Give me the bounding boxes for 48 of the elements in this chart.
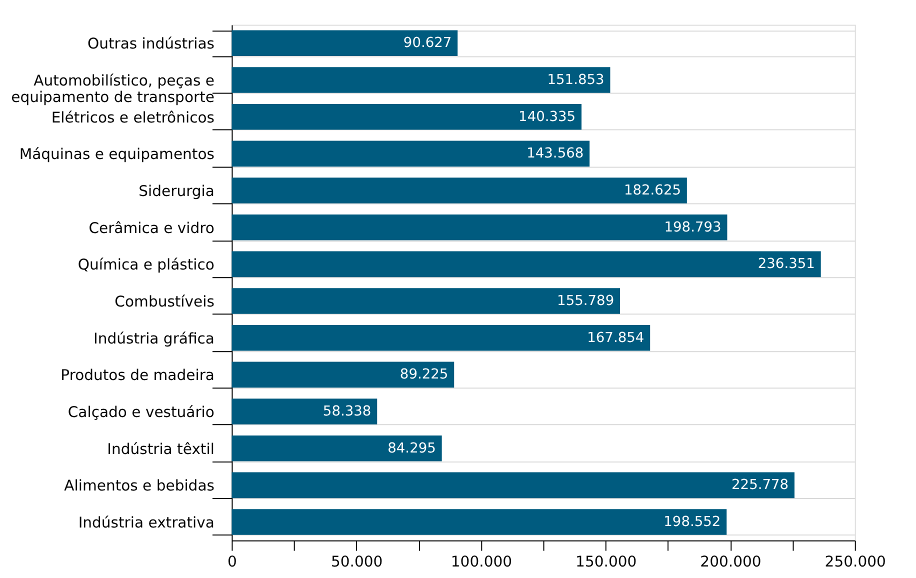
bar xyxy=(232,362,454,388)
bar xyxy=(232,251,821,278)
y-tick-label: Automobilístico, peças e equipamento de transporte xyxy=(11,72,214,106)
y-tick-label: Siderurgia xyxy=(138,182,214,200)
y-tick-label: Cerâmica e vidro xyxy=(88,220,214,237)
y-tick-label: Indústria têxtil xyxy=(107,440,214,458)
data-label: 143.568 xyxy=(526,146,584,162)
x-tick-label: 50.000 xyxy=(330,554,383,571)
x-tick-label: 200.000 xyxy=(700,554,762,571)
bar xyxy=(232,178,687,204)
bar xyxy=(232,472,794,498)
bar xyxy=(232,214,728,240)
y-tick-label: Calçado e vestuário xyxy=(68,404,214,421)
x-tick-label: 250.000 xyxy=(824,554,886,571)
data-label: 89.225 xyxy=(400,366,448,383)
x-tick-label: 0 xyxy=(228,554,237,571)
y-tick-label: Elétricos e eletrônicos xyxy=(51,109,214,126)
bar xyxy=(232,398,378,424)
bar xyxy=(232,140,590,167)
data-label: 198.793 xyxy=(664,219,722,236)
y-tick-label: Química e plástico xyxy=(78,256,214,274)
bar xyxy=(232,30,458,56)
data-label: 58.338 xyxy=(322,403,372,420)
data-label: 90.627 xyxy=(403,35,452,52)
data-label: 182.625 xyxy=(624,182,682,198)
bar xyxy=(232,324,650,351)
data-label: 151.853 xyxy=(547,72,604,88)
bar xyxy=(232,509,727,535)
x-tick-label: 150.000 xyxy=(576,554,637,571)
y-tick-label: Indústria gráfica xyxy=(94,330,214,348)
bar xyxy=(232,435,442,462)
y-tick-label: Máquinas e equipamentos xyxy=(19,146,214,164)
data-label: 84.295 xyxy=(388,440,436,456)
data-label: 167.854 xyxy=(587,330,644,346)
bar xyxy=(232,104,582,130)
bar xyxy=(232,67,610,93)
x-tick-label: 100.000 xyxy=(450,554,512,571)
y-tick-label: Indústria extrativa xyxy=(78,514,214,532)
y-tick-label: Alimentos e bebidas xyxy=(64,478,214,495)
y-tick-label: Produtos de madeira xyxy=(60,367,214,384)
bar xyxy=(232,288,620,314)
data-label: 225.778 xyxy=(732,477,789,494)
data-label: 236.351 xyxy=(758,256,815,272)
data-label: 140.335 xyxy=(518,108,576,125)
y-tick-label: Combustíveis xyxy=(114,293,214,310)
y-tick-label: Outras indústrias xyxy=(87,36,214,53)
data-label: 198.552 xyxy=(664,514,721,530)
data-label: 155.789 xyxy=(557,292,614,309)
